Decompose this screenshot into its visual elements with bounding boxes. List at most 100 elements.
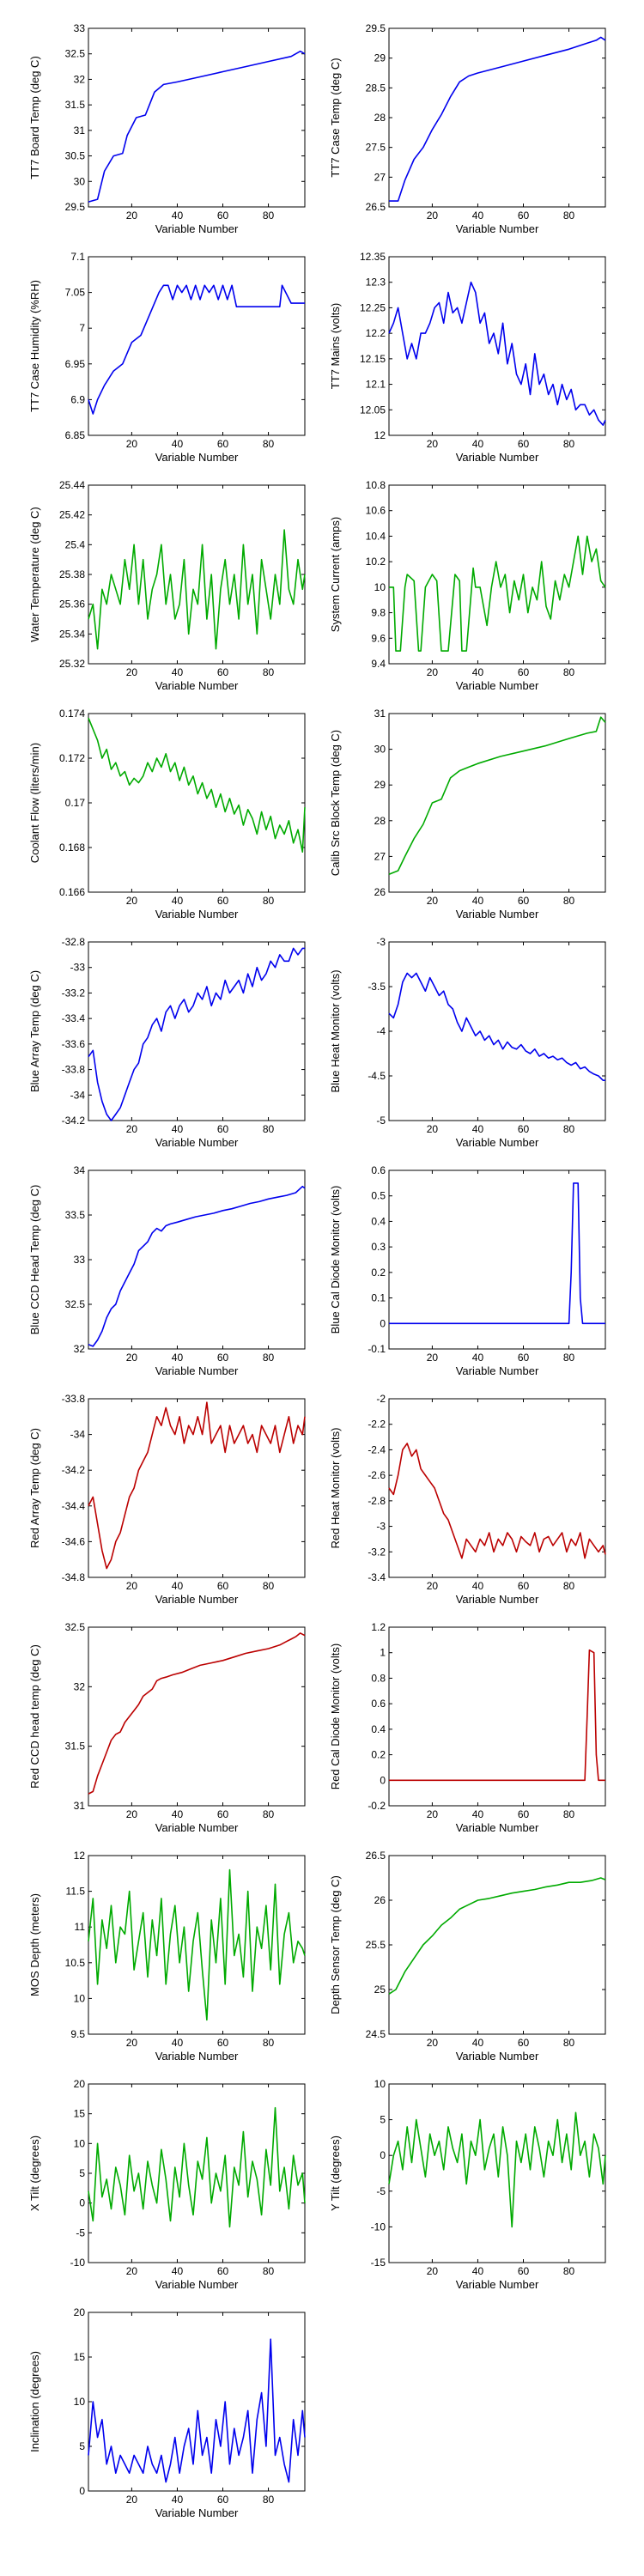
y-tick-label: 24.5 [366,2028,386,2040]
series-line [389,1649,605,1782]
x-axis-label: Variable Number [456,908,539,920]
x-tick-label: 40 [172,2265,184,2277]
chart-blue-heat-monitor: 20 40 60 80 -5 -4.5 -4 -3.5 -3 Variable Number Blu… [329,936,606,1149]
x-tick-label: 20 [427,666,439,678]
y-tick-label: -33.4 [62,1012,86,1024]
y-tick-label: 10.2 [366,556,386,568]
y-tick-label: 12.2 [366,327,386,339]
x-tick-label: 80 [263,1808,275,1820]
x-tick-label: 60 [217,1352,229,1364]
y-tick-label: 10 [74,2137,86,2149]
chart-red-array-temp: 20 40 60 80 -34.8 -34.6 -34.4 -34.2 -34 -33.8 Vari… [28,1393,306,1606]
y-tick-label: -33 [70,962,86,974]
y-tick-label: 9.4 [371,658,386,670]
x-tick-label: 80 [263,895,275,907]
y-tick-label: 26 [374,1894,386,1906]
y-axis-label: System Current (amps) [329,517,342,632]
y-tick-label: -33.8 [62,1393,86,1405]
series-line [389,36,606,202]
y-tick-label: 28 [374,112,386,124]
x-tick-label: 80 [263,1580,275,1592]
y-tick-label: 0.6 [371,1164,386,1176]
y-tick-label: 25.5 [366,1939,386,1951]
y-tick-label: 0.4 [371,1215,386,1227]
x-tick-label: 20 [126,438,138,450]
series-line [388,1877,606,1995]
x-tick-label: 60 [217,438,229,450]
y-tick-label: 31.5 [65,99,86,111]
x-tick-label: 40 [172,1580,184,1592]
x-tick-label: 20 [126,210,138,222]
y-tick-label: 0.1 [371,1292,386,1304]
x-tick-label: 60 [217,895,229,907]
chart-inclination: 20 40 60 80 0 5 10 15 20 Variable Number Inclinati… [28,2306,306,2519]
y-tick-label: 32 [74,1343,86,1355]
y-tick-label: -2.4 [368,1443,386,1455]
y-axis-label: Blue Heat Monitor (volts) [329,969,342,1092]
x-tick-label: 60 [217,210,229,222]
x-tick-label: 20 [427,1580,439,1592]
y-tick-label: 7.1 [70,251,85,263]
y-tick-label: 25.34 [59,628,85,640]
x-tick-label: 20 [427,1808,439,1820]
y-tick-label: -33.2 [62,987,86,999]
y-tick-label: 5 [79,2440,85,2452]
x-axis-label: Variable Number [155,679,239,692]
y-tick-label: 26 [374,886,386,898]
x-tick-label: 20 [126,1808,138,1820]
x-tick-label: 60 [518,1808,530,1820]
y-tick-label: 28.5 [366,82,386,94]
y-tick-label: 6.9 [70,393,85,405]
y-tick-label: 29.5 [65,201,86,213]
y-axis-label: Red Cal Diode Monitor (volts) [329,1643,342,1790]
x-tick-label: 60 [518,1123,530,1135]
y-tick-label: 10.5 [65,1957,86,1969]
series-line [88,50,306,203]
x-tick-label: 20 [427,1352,439,1364]
x-axis-label: Variable Number [456,2050,539,2063]
y-tick-label: 0.174 [59,708,85,720]
y-axis-label: Blue Cal Diode Monitor (volts) [329,1186,342,1334]
y-tick-label: 10 [74,1992,86,2004]
y-tick-label: 29 [374,52,386,64]
y-tick-label: 27.5 [366,142,386,154]
chart-tt7-case-temp: 20 40 60 80 26.5 27 27.5 28 28.5 29 29.5 Variable N… [329,22,606,235]
y-tick-label: 12.25 [360,301,386,313]
y-tick-label: 9.6 [371,632,386,644]
y-tick-label: 25.32 [59,658,85,670]
y-tick-label: -32.8 [62,936,86,948]
x-tick-label: 80 [263,2265,275,2277]
y-tick-label: -3 [376,936,386,948]
x-tick-label: 20 [427,210,439,222]
y-tick-label: 31 [374,708,386,720]
chart-system-current: 20 40 60 80 9.4 9.6 9.8 10 10.2 10.4 10.6 10.8 Varia… [329,479,606,692]
series-line [88,1401,306,1570]
y-tick-label: 26.5 [366,201,386,213]
y-tick-label: 7.05 [65,287,86,299]
y-tick-label: -3.5 [368,981,386,993]
y-tick-label: -34 [70,1429,86,1441]
y-tick-label: 10.4 [366,530,386,542]
y-tick-label: 32.5 [65,48,86,60]
x-axis-label: Variable Number [456,451,539,464]
series-line [388,1443,606,1559]
x-axis-label: Variable Number [155,1593,239,1606]
y-tick-label: -4 [376,1025,386,1037]
y-tick-label: 30 [374,744,386,756]
chart-red-cal-diode-monitor: 20 40 60 80 -0.2 0 0.2 0.4 0.6 0.8 1 1.2 Variable Nu… [329,1621,606,1834]
y-tick-label: 33.5 [65,1209,86,1221]
x-axis-label: Variable Number [155,1136,239,1149]
plot-frame [88,1170,306,1350]
x-tick-label: 20 [126,2037,138,2049]
plot-frame [388,713,606,893]
x-tick-label: 60 [217,2037,229,2049]
y-tick-label: 7 [79,322,85,334]
x-tick-label: 20 [126,2494,138,2506]
plot-frame [88,941,306,1121]
y-tick-label: 0.172 [59,752,85,764]
y-tick-label: 12.3 [366,276,386,289]
y-tick-label: -3.2 [368,1546,386,1558]
y-tick-label: 5 [79,2167,85,2179]
x-axis-label: Variable Number [155,1364,239,1377]
x-axis-label: Variable Number [456,1593,539,1606]
